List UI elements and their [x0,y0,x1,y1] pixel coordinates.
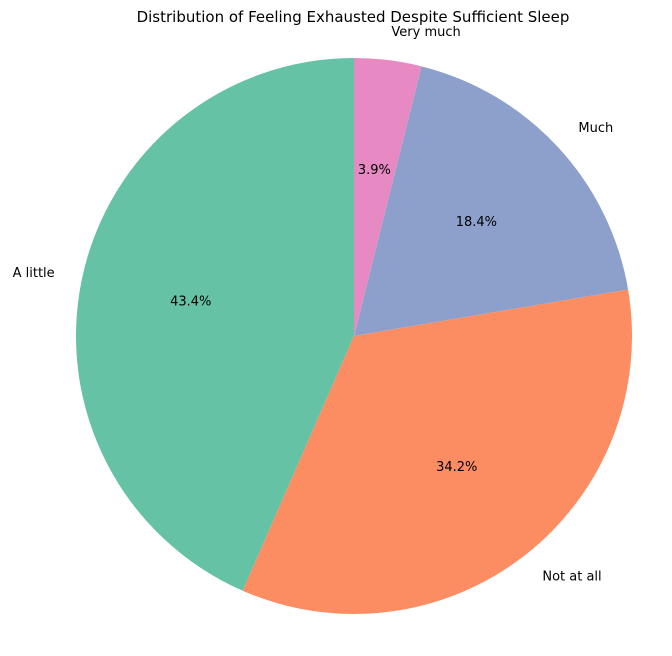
pie-slices [75,58,632,615]
slice-label-a-little: A little [13,266,55,281]
pct-label-very-much: 3.9% [358,163,391,178]
slice-label-not-at-all: Not at all [542,569,601,584]
pct-label-much: 18.4% [456,215,497,230]
pct-label-not-at-all: 34.2% [436,460,477,475]
pie-labels: 43.4% A little 34.2% Not at all 18.4% Much 3.9… [13,25,614,584]
chart-title: Distribution of Feeling Exhausted Despit… [137,8,570,26]
pie-slice-very-much [354,58,422,336]
slice-label-very-much: Very much [391,25,460,40]
pct-label-a-little: 43.4% [170,294,211,309]
pie-slice-much [354,66,629,337]
slice-label-much: Much [578,121,613,136]
pie-slice-a-little [75,58,354,591]
pie-slice-not-at-all [242,289,632,615]
